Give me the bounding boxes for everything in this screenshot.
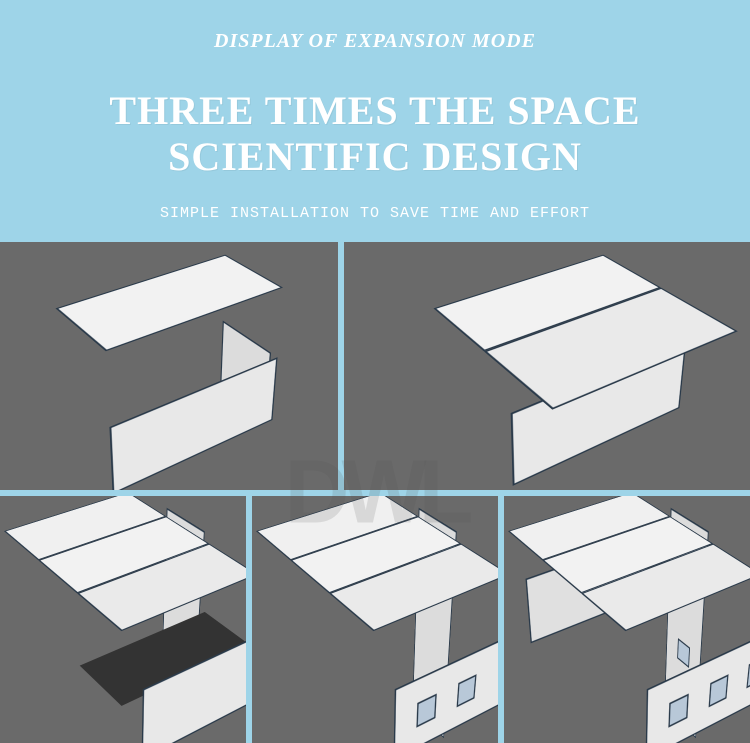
- grid-row-2: [0, 496, 750, 743]
- tagline-text: SIMPLE INSTALLATION TO SAVE TIME AND EFF…: [40, 205, 710, 222]
- subtitle-text: DISPLAY OF EXPANSION MODE: [40, 30, 710, 53]
- stage-1-closed: [0, 242, 338, 490]
- title-line-1: THREE TIMES THE SPACE: [109, 88, 640, 133]
- stage-5-complete: [504, 496, 750, 743]
- header-section: DISPLAY OF EXPANSION MODE THREE TIMES TH…: [0, 0, 750, 242]
- main-title: THREE TIMES THE SPACE SCIENTIFIC DESIGN: [40, 88, 710, 180]
- stage-2-opening: [344, 242, 750, 490]
- expansion-stages-grid: DWL: [0, 242, 750, 743]
- stage-4-walls-up: [252, 496, 498, 743]
- stage-3-half-expanded: [0, 496, 246, 743]
- infographic-page: DISPLAY OF EXPANSION MODE THREE TIMES TH…: [0, 0, 750, 743]
- title-line-2: SCIENTIFIC DESIGN: [168, 134, 582, 179]
- grid-row-1: [0, 242, 750, 490]
